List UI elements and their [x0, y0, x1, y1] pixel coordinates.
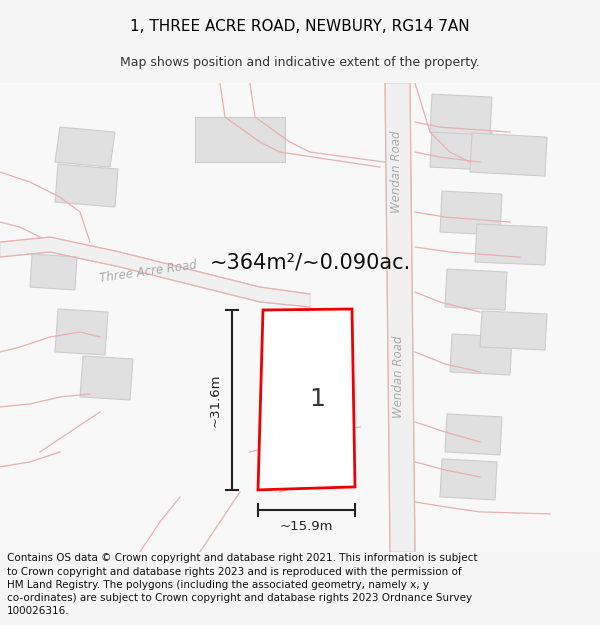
Polygon shape — [55, 309, 108, 355]
Polygon shape — [430, 129, 492, 170]
Polygon shape — [480, 311, 547, 350]
Polygon shape — [445, 269, 507, 310]
Polygon shape — [270, 326, 347, 413]
Polygon shape — [0, 83, 600, 552]
Text: Contains OS data © Crown copyright and database right 2021. This information is : Contains OS data © Crown copyright and d… — [7, 553, 478, 616]
Polygon shape — [80, 356, 133, 400]
Polygon shape — [195, 117, 285, 162]
Polygon shape — [475, 224, 547, 265]
Polygon shape — [440, 459, 497, 500]
Polygon shape — [258, 309, 355, 490]
Text: Map shows position and indicative extent of the property.: Map shows position and indicative extent… — [120, 56, 480, 69]
Text: ~364m²/~0.090ac.: ~364m²/~0.090ac. — [209, 252, 410, 272]
Text: Wendan Road: Wendan Road — [391, 131, 404, 213]
Polygon shape — [55, 127, 115, 167]
Text: Three Acre Road: Three Acre Road — [98, 259, 197, 285]
Text: 1, THREE ACRE ROAD, NEWBURY, RG14 7AN: 1, THREE ACRE ROAD, NEWBURY, RG14 7AN — [130, 19, 470, 34]
Polygon shape — [445, 414, 502, 455]
Text: 1: 1 — [309, 387, 325, 411]
Polygon shape — [0, 237, 310, 307]
Polygon shape — [470, 133, 547, 176]
Polygon shape — [30, 254, 77, 290]
Text: Wendan Road: Wendan Road — [392, 336, 404, 418]
Polygon shape — [385, 83, 415, 552]
Polygon shape — [440, 191, 502, 235]
Polygon shape — [55, 164, 118, 207]
Text: ~31.6m: ~31.6m — [209, 373, 222, 427]
Text: ~15.9m: ~15.9m — [280, 520, 333, 533]
Polygon shape — [450, 334, 512, 375]
Polygon shape — [430, 94, 492, 135]
